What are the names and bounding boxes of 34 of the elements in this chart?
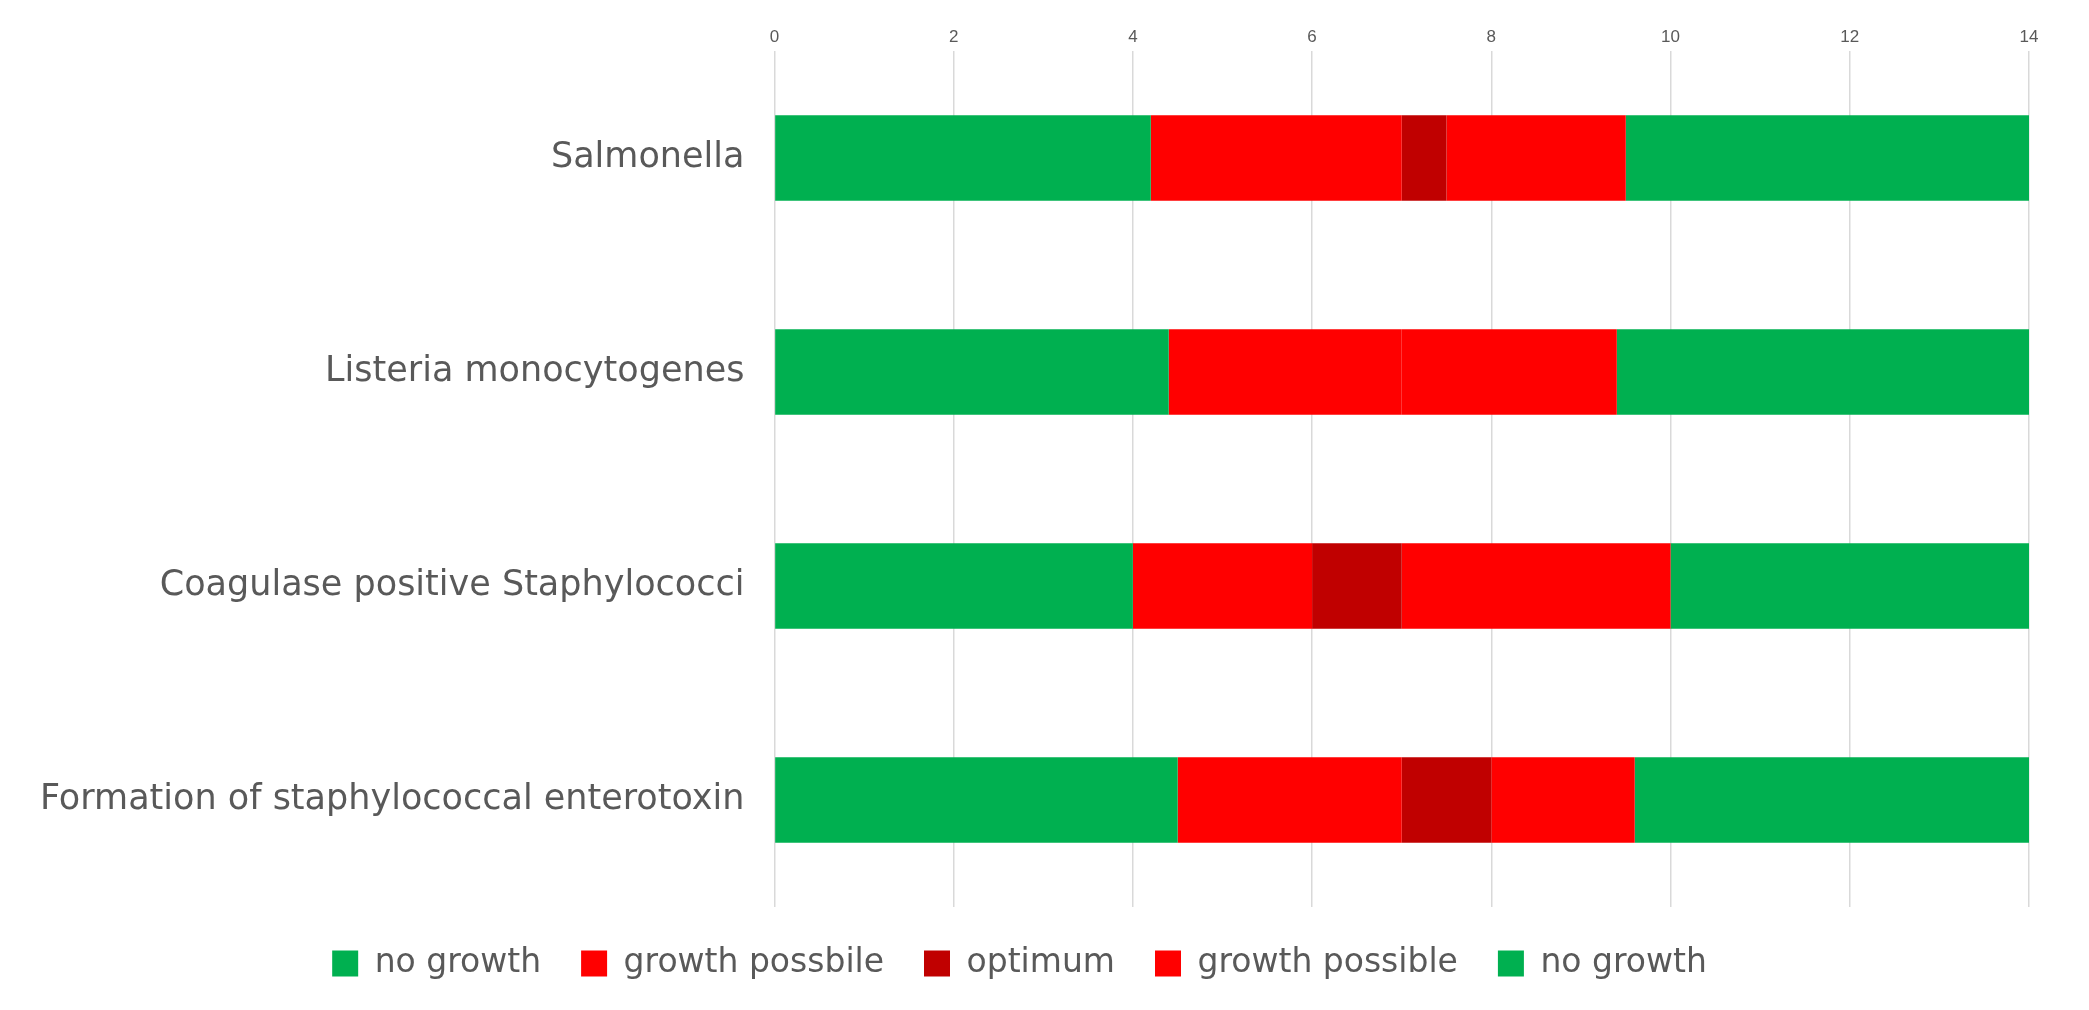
y-tick-label: Listeria monocytogenes <box>325 349 745 390</box>
y-tick-label: Salmonella <box>550 135 745 176</box>
bar <box>1446 115 1626 201</box>
x-tick-label: 4 <box>1128 27 1138 47</box>
legend-label: growth possbile <box>623 941 885 981</box>
bar <box>775 757 1178 843</box>
bar <box>775 329 1169 415</box>
bar <box>775 115 1151 201</box>
bar <box>1177 757 1402 843</box>
y-tick-label: Formation of staphylococcal enterotoxin <box>39 777 745 818</box>
legend-label: optimum <box>966 941 1115 981</box>
bar <box>1634 757 2029 843</box>
bar <box>775 543 1133 629</box>
bar <box>1150 115 1402 201</box>
bar <box>1670 543 2029 629</box>
legend-label: no growth <box>374 941 542 981</box>
bar <box>1491 757 1635 843</box>
x-tick-label: 8 <box>1486 27 1497 47</box>
x-tick-label: 6 <box>1307 27 1317 47</box>
x-tick-label: 12 <box>1840 27 1860 47</box>
x-tick-label: 10 <box>1661 27 1681 47</box>
bar <box>1625 115 2029 201</box>
bar <box>1132 543 1313 629</box>
legend-label: no growth <box>1540 941 1707 981</box>
x-tick-label: 0 <box>769 27 780 47</box>
bar <box>1401 543 1671 629</box>
legend-label: growth possible <box>1197 941 1458 981</box>
bar <box>1401 115 1447 201</box>
y-tick-label: Coagulase positive Staphylococci <box>159 563 745 604</box>
x-tick-label: 14 <box>2019 27 2039 47</box>
bar <box>1616 329 2029 415</box>
bar <box>1312 543 1402 629</box>
x-tick-label: 2 <box>948 27 959 47</box>
bar <box>1401 757 1492 843</box>
